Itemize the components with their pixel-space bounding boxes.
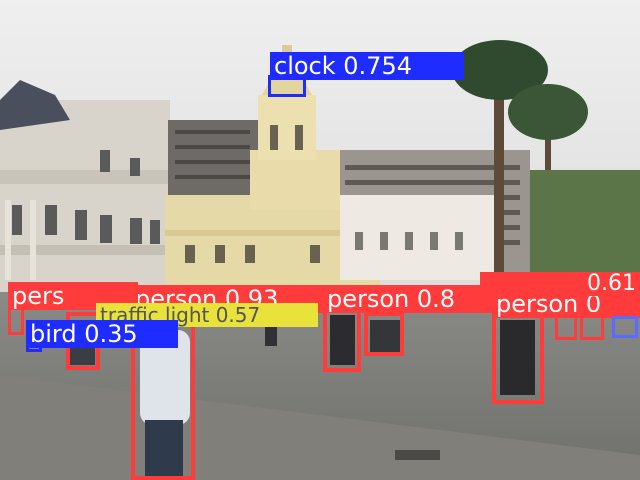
person-detection-label-top-right: 0.61 — [480, 272, 640, 296]
palm-trees — [452, 40, 640, 280]
person-detection-box-far-right-1 — [555, 312, 577, 340]
clock-detection-label: clock 0.754 — [270, 52, 464, 80]
traffic-light-detection-label: traffic light 0.57 — [96, 303, 318, 327]
person-detection-box-center — [323, 308, 361, 372]
left-building — [0, 80, 170, 300]
bird-detection-label: bird 0.35 — [26, 320, 178, 348]
person-detection-box-far-right-2 — [580, 312, 604, 340]
person-detection-box-center-2 — [364, 312, 404, 356]
person-detection-label-center: person 0.8 — [323, 285, 523, 313]
clock-detection-box: clock 0.754 — [268, 52, 464, 97]
person-detection-box-right — [492, 308, 544, 404]
white-building — [340, 195, 495, 280]
small-object-detection-box — [612, 316, 638, 338]
